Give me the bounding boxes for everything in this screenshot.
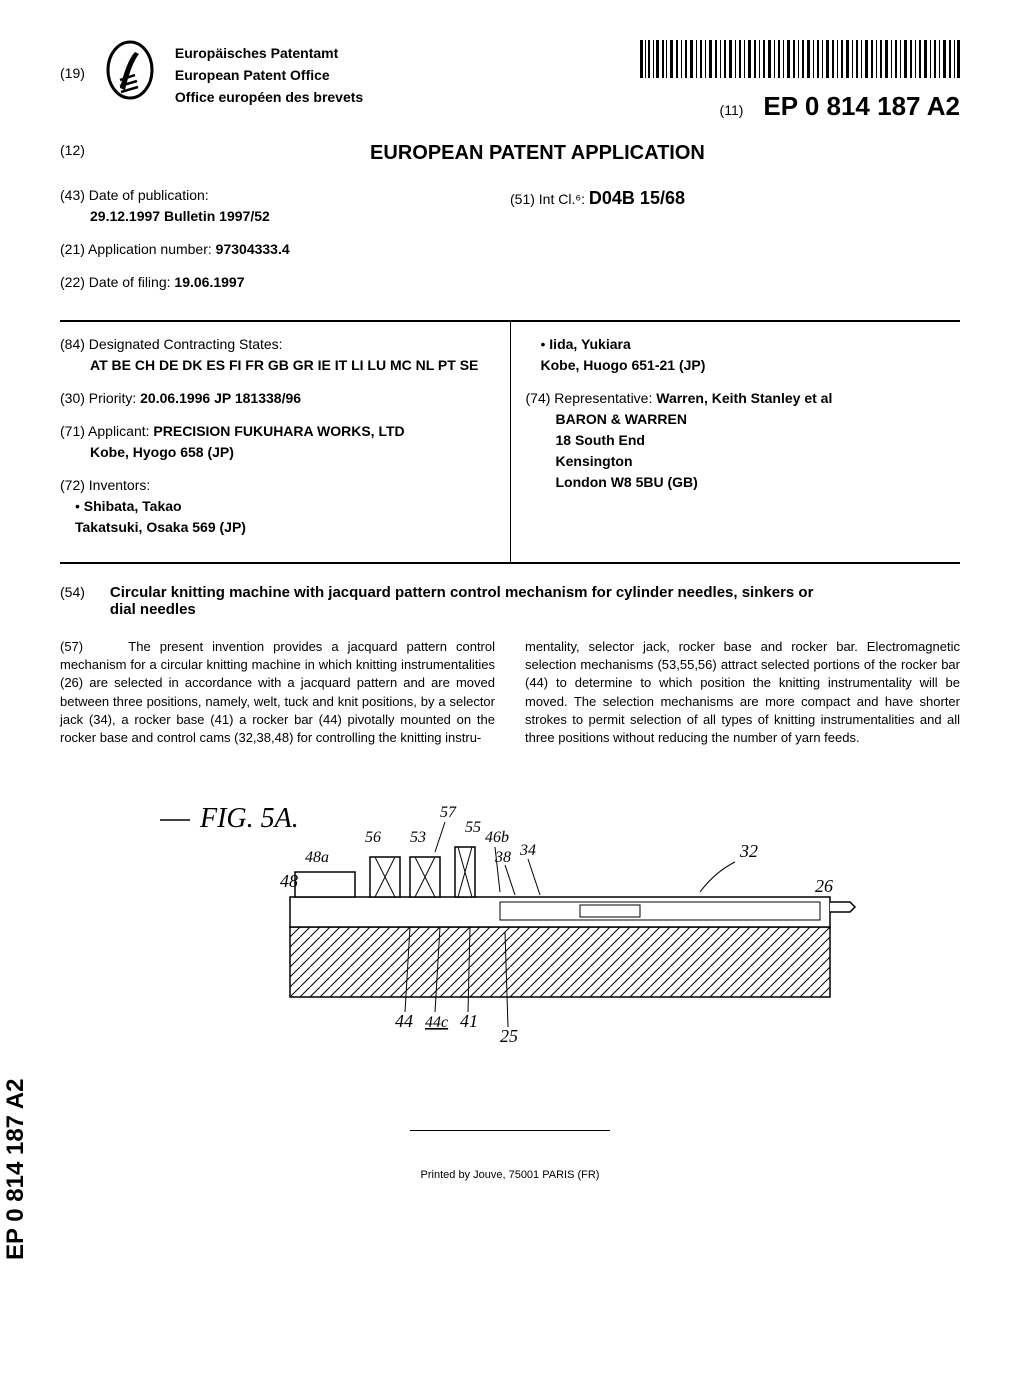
field-30-value: 20.06.1996 JP 181338/96 [140, 390, 301, 406]
field-74: (74) Representative: Warren, Keith Stanl… [526, 388, 961, 493]
office-de: Europäisches Patentamt [175, 45, 620, 61]
field-43-value: 29.12.1997 Bulletin 1997/52 [90, 208, 270, 224]
field-51-value: D04B 15/68 [589, 188, 685, 208]
field-71-label: Applicant: [88, 423, 149, 439]
field-43-num: (43) [60, 187, 85, 203]
office-fr: Office européen des brevets [175, 89, 620, 105]
biblio-top-right: (51) Int Cl.⁶: D04B 15/68 [510, 185, 960, 305]
ref-26: 26 [815, 876, 833, 896]
office-names: Europäisches Patentamt European Patent O… [175, 45, 620, 111]
field-22-label: Date of filing: [89, 274, 171, 290]
field-22-num: (22) [60, 274, 85, 290]
field-74-l1: BARON & WARREN [556, 411, 687, 427]
footer-divider [410, 1130, 610, 1131]
biblio-box: (84) Designated Contracting States: AT B… [60, 320, 960, 564]
inventor-1: Shibata, Takao Takatsuki, Osaka 569 (JP) [75, 496, 495, 538]
invention-title: Circular knitting machine with jacquard … [110, 584, 830, 618]
barcode-section: (11) EP 0 814 187 A2 [640, 40, 960, 122]
epo-logo [105, 40, 155, 100]
field-43-label: Date of publication: [89, 187, 209, 203]
field-12-label: (12) [60, 142, 85, 165]
field-74-num: (74) [526, 390, 551, 406]
ref-34: 34 [519, 842, 536, 859]
field-74-l3: Kensington [556, 453, 633, 469]
invention-title-row: (54) Circular knitting machine with jacq… [60, 584, 960, 618]
biblio-top-left: (43) Date of publication: 29.12.1997 Bul… [60, 185, 510, 305]
ref-25: 25 [500, 1026, 518, 1046]
field-74-l2: 18 South End [556, 432, 645, 448]
field-84-label: Designated Contracting States: [89, 336, 283, 352]
field-84-num: (84) [60, 336, 85, 352]
field-57-label: (57) [60, 639, 83, 654]
abstract-col-2: mentality, selector jack, rocker base an… [525, 638, 960, 747]
field-74-value: Warren, Keith Stanley et al [656, 390, 832, 406]
biblio-box-right: Iida, Yukiara Kobe, Huogo 651-21 (JP) (7… [511, 322, 961, 562]
vertical-publication-number: EP 0 814 187 A2 [2, 1079, 30, 1260]
figure-area: FIG. 5A. 48 48a 56 53 57 55 46b 3 [60, 787, 960, 1070]
figure-5a-drawing: FIG. 5A. 48 48a 56 53 57 55 46b 3 [160, 787, 860, 1067]
publication-number: EP 0 814 187 A2 [763, 91, 960, 122]
ref-32: 32 [739, 841, 758, 861]
field-22-value: 19.06.1997 [174, 274, 244, 290]
office-en: European Patent Office [175, 67, 620, 83]
field-51-label: Int Cl.⁶: [539, 191, 585, 207]
document-title: EUROPEAN PATENT APPLICATION [115, 142, 960, 165]
field-51: (51) Int Cl.⁶: D04B 15/68 [510, 185, 960, 212]
ref-53: 53 [410, 829, 426, 846]
field-74-l4: London W8 5BU (GB) [556, 474, 698, 490]
abstract-text-1: The present invention provides a jacquar… [60, 639, 495, 745]
inventor-2-addr: Kobe, Huogo 651-21 (JP) [541, 357, 706, 373]
ref-55: 55 [465, 819, 481, 836]
field-54-label: (54) [60, 584, 85, 618]
biblio-top: (43) Date of publication: 29.12.1997 Bul… [60, 185, 960, 305]
field-71: (71) Applicant: PRECISION FUKUHARA WORKS… [60, 421, 495, 463]
patent-header: (19) Europäisches Patentamt European Pat… [60, 40, 960, 122]
field-19-label: (19) [60, 65, 85, 81]
field-21: (21) Application number: 97304333.4 [60, 239, 510, 260]
inventor-1-name: Shibata, Takao [84, 498, 182, 514]
field-71-addr: Kobe, Hyogo 658 (JP) [90, 444, 234, 460]
field-30-label: Priority: [89, 390, 136, 406]
field-30: (30) Priority: 20.06.1996 JP 181338/96 [60, 388, 495, 409]
field-72-label: Inventors: [89, 477, 150, 493]
inventor-2-name: Iida, Yukiara [549, 336, 630, 352]
field-21-num: (21) [60, 241, 85, 257]
figure-label: FIG. 5A. [199, 803, 299, 834]
field-71-num: (71) [60, 423, 85, 439]
field-22: (22) Date of filing: 19.06.1997 [60, 272, 510, 293]
biblio-box-left: (84) Designated Contracting States: AT B… [60, 322, 511, 562]
field-84-value: AT BE CH DE DK ES FI FR GB GR IE IT LI L… [90, 357, 478, 373]
inventor-2-block: Iida, Yukiara Kobe, Huogo 651-21 (JP) [526, 334, 961, 376]
field-21-label: Application number: [88, 241, 212, 257]
field-72-num: (72) [60, 477, 85, 493]
ref-46b: 46b [485, 829, 509, 846]
field-11-label: (11) [720, 102, 744, 118]
ref-41: 41 [460, 1011, 478, 1031]
barcode-icon [640, 40, 960, 78]
field-30-num: (30) [60, 390, 85, 406]
field-71-value: PRECISION FUKUHARA WORKS, LTD [153, 423, 404, 439]
ref-44c: 44c [425, 1014, 448, 1031]
abstract: (57) The present invention provides a ja… [60, 638, 960, 747]
field-84: (84) Designated Contracting States: AT B… [60, 334, 495, 376]
title-row: (12) EUROPEAN PATENT APPLICATION [60, 142, 960, 165]
ref-56: 56 [365, 829, 381, 846]
field-72: (72) Inventors: Shibata, Takao Takatsuki… [60, 475, 495, 538]
pub-number-row: (11) EP 0 814 187 A2 [640, 91, 960, 122]
field-21-value: 97304333.4 [216, 241, 290, 257]
field-43: (43) Date of publication: 29.12.1997 Bul… [60, 185, 510, 227]
ref-48a: 48a [305, 849, 329, 866]
ref-44: 44 [395, 1011, 413, 1031]
inventor-2: Iida, Yukiara Kobe, Huogo 651-21 (JP) [541, 334, 961, 376]
field-74-label: Representative: [554, 390, 652, 406]
inventor-1-addr: Takatsuki, Osaka 569 (JP) [75, 519, 246, 535]
printer-footer: Printed by Jouve, 75001 PARIS (FR) [60, 1161, 960, 1181]
field-51-num: (51) [510, 191, 535, 207]
ref-48: 48 [280, 871, 298, 891]
ref-57: 57 [440, 804, 457, 821]
abstract-col-1: (57) The present invention provides a ja… [60, 638, 495, 747]
